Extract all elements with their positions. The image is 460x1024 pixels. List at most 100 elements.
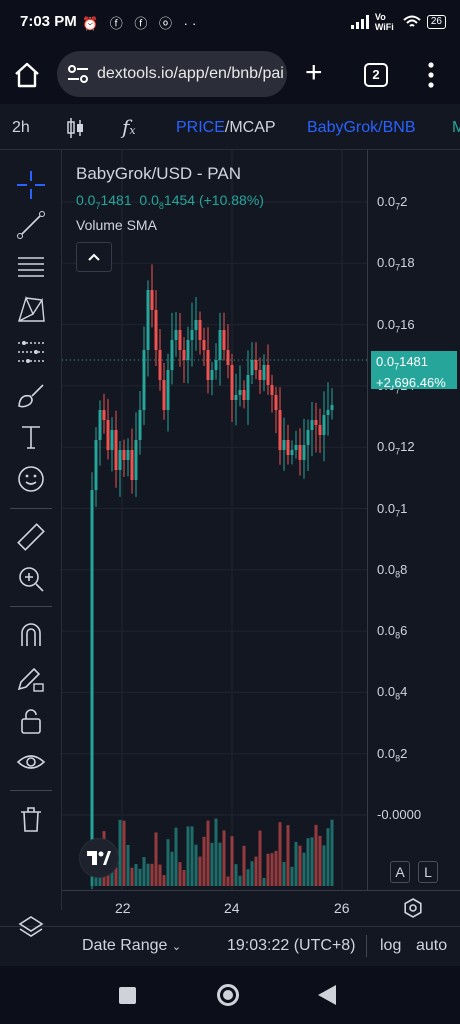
timezone-clock[interactable]: 19:03:22 (UTC+8) bbox=[227, 937, 356, 954]
volume-bar bbox=[298, 845, 302, 886]
symbol-title[interactable]: BabyGrok/USD - PAN bbox=[76, 164, 242, 183]
price-tick: 0.084 bbox=[377, 684, 408, 702]
fib-tool[interactable] bbox=[14, 250, 48, 284]
chart-pane[interactable]: BabyGrok/USD - PAN 0.071481 0.081454 (+1… bbox=[62, 150, 367, 890]
signal-icon bbox=[350, 15, 369, 29]
candle-body bbox=[146, 290, 150, 350]
site-settings-icon[interactable] bbox=[67, 64, 89, 84]
candle-body bbox=[310, 420, 314, 430]
home-nav-icon[interactable] bbox=[216, 983, 240, 1007]
chart-type-icon[interactable] bbox=[66, 117, 86, 139]
time-axis[interactable]: 22 24 26 bbox=[62, 890, 460, 926]
gear-icon[interactable] bbox=[403, 898, 423, 918]
volume-bar bbox=[262, 877, 266, 886]
zoom-icon bbox=[19, 567, 44, 592]
log-scale-button[interactable]: L bbox=[418, 861, 438, 883]
measure-tool[interactable] bbox=[14, 520, 48, 554]
interval-selector[interactable]: 2h bbox=[12, 119, 30, 136]
pair-selector[interactable]: BabyGrok/BNB bbox=[307, 119, 416, 136]
chart-toolbar: 2h fx PRICE/MCAP BabyGrok/BNB M bbox=[0, 104, 460, 150]
candle-body bbox=[142, 350, 146, 410]
volume-legend[interactable]: Volume SMA bbox=[76, 217, 157, 233]
emoji-tool[interactable] bbox=[14, 462, 48, 496]
collapse-legend-button[interactable] bbox=[76, 242, 112, 272]
price-mcap-toggle[interactable]: PRICE/MCAP bbox=[176, 119, 276, 137]
notification-icons: ⏰ ⓕ ⓕ ⓞ ·· bbox=[82, 16, 201, 31]
candle-body bbox=[134, 440, 138, 480]
pattern-tool[interactable] bbox=[14, 292, 48, 326]
recents-icon[interactable] bbox=[119, 987, 136, 1004]
ohlc-legend: 0.071481 0.081454 (+10.88%) bbox=[76, 192, 264, 211]
candle-body bbox=[166, 370, 170, 410]
volume-bar bbox=[278, 822, 282, 886]
tab-switcher-button[interactable]: 2 bbox=[364, 63, 388, 87]
volume-bar bbox=[322, 845, 326, 886]
toolbar-divider bbox=[10, 606, 52, 607]
volume-bar bbox=[326, 828, 330, 886]
delete-tool[interactable] bbox=[14, 802, 48, 836]
legend-change-rest: 1454 (+10.88%) bbox=[163, 192, 264, 208]
price-tick: 0.086 bbox=[377, 623, 408, 641]
fib-icon bbox=[18, 257, 44, 277]
candle-body bbox=[282, 440, 286, 450]
wifi-icon bbox=[403, 15, 421, 27]
candle-body bbox=[330, 405, 334, 410]
price-tick: 0.082 bbox=[377, 745, 408, 764]
layers-icon[interactable] bbox=[17, 914, 45, 942]
log-toggle[interactable]: log bbox=[380, 937, 402, 954]
volume-bar bbox=[158, 864, 162, 886]
candle-body bbox=[118, 450, 122, 470]
price-scale[interactable]: 0.0720.07180.07160.07140.07120.0710.0880… bbox=[367, 150, 460, 890]
candle-body bbox=[158, 350, 162, 380]
status-time: 7:03 PM bbox=[20, 13, 77, 30]
url-bar[interactable]: dextools.io/app/en/bnb/pai bbox=[57, 51, 287, 97]
magnet-tool[interactable] bbox=[14, 618, 48, 652]
volume-bar bbox=[190, 826, 194, 886]
candle-body bbox=[206, 350, 210, 380]
volume-bar bbox=[126, 844, 130, 886]
lock-drawing-tool[interactable] bbox=[14, 662, 48, 696]
more-menu-icon[interactable] bbox=[427, 60, 435, 90]
brush-tool[interactable] bbox=[14, 378, 48, 412]
candle-body bbox=[318, 425, 322, 435]
candle-body bbox=[238, 390, 242, 395]
new-tab-icon[interactable]: + bbox=[305, 56, 323, 89]
chevron-down-icon: ⌄ bbox=[171, 941, 182, 953]
tradingview-logo[interactable] bbox=[79, 838, 119, 878]
visibility-tool[interactable] bbox=[14, 746, 48, 780]
text-tool[interactable] bbox=[14, 420, 48, 454]
candle-body bbox=[242, 390, 246, 400]
magnet-icon bbox=[21, 623, 41, 646]
toolbar-overflow[interactable]: M bbox=[452, 119, 460, 136]
candle-body bbox=[322, 415, 326, 435]
volume-bar bbox=[282, 861, 286, 886]
price-tick: 0.088 bbox=[377, 561, 408, 580]
volume-bar bbox=[234, 864, 238, 886]
candle-body bbox=[294, 445, 298, 450]
volume-bar bbox=[210, 842, 214, 886]
zoom-tool[interactable] bbox=[14, 562, 48, 596]
crosshair-tool[interactable] bbox=[14, 168, 48, 202]
volume-bar bbox=[318, 835, 322, 886]
prediction-tool[interactable] bbox=[14, 336, 48, 370]
auto-toggle[interactable]: auto bbox=[416, 937, 448, 954]
last-price-rest: 1481 bbox=[399, 354, 429, 369]
chart-bottom-bar: Date Range ⌄ 19:03:22 (UTC+8) log auto bbox=[0, 916, 460, 966]
volume-bar bbox=[134, 864, 138, 886]
auto-scale-button[interactable]: A bbox=[390, 861, 410, 883]
trend-line-tool[interactable] bbox=[14, 208, 48, 242]
indicators-icon[interactable]: fx bbox=[122, 115, 136, 139]
lock-tool[interactable] bbox=[14, 704, 48, 738]
bottom-divider bbox=[366, 935, 367, 957]
volume-bar bbox=[286, 825, 290, 886]
candlestick-plot[interactable] bbox=[62, 150, 367, 890]
legend-price-main: 0.0 bbox=[76, 192, 96, 208]
candle-body bbox=[218, 330, 222, 360]
back-icon[interactable] bbox=[318, 985, 336, 1005]
candle-body bbox=[230, 365, 234, 400]
date-range-button[interactable]: Date Range ⌄ bbox=[82, 937, 181, 955]
price-tick: 0.071 bbox=[377, 500, 408, 519]
volume-bar bbox=[110, 868, 114, 886]
home-icon[interactable] bbox=[12, 60, 42, 90]
status-right: Vo WiFi 26 bbox=[350, 12, 446, 32]
